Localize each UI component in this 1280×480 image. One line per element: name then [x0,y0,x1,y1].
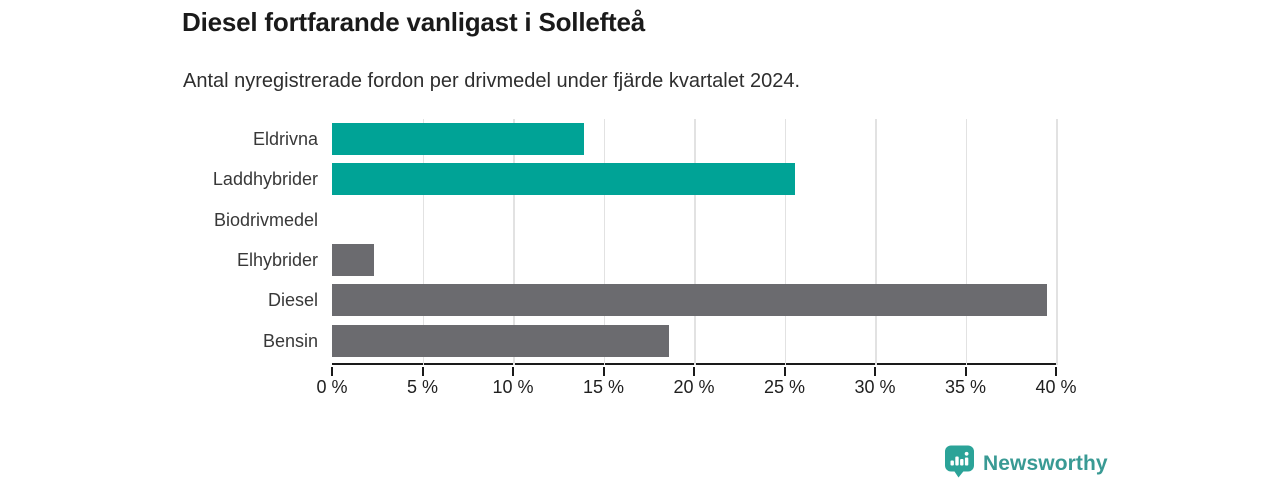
category-label-laddhybrider: Laddhybrider [212,169,318,190]
x-axis-tick-35 [964,367,967,376]
gridline-40 [1056,119,1058,365]
x-axis-tick-label-10: 10 % [492,377,534,397]
x-axis-tick-label-0: 0 % [316,377,348,397]
x-axis-tick-label-35: 35 % [944,377,987,397]
plot-area: 0 % 5 % 10 % 15 % 20 % 25 % 30 % 35 % 40 % [316,119,1077,397]
x-axis-tick-label-15: 15 % [582,377,625,397]
x-axis-tick-30 [874,367,876,376]
category-label-elhybrider: Elhybrider [236,249,318,270]
gridline-30 [875,119,877,365]
x-axis-tick-label-30: 30 % [854,377,896,397]
x-axis-tick-label-5: 5 % [406,377,439,397]
newsworthy-logo[interactable]: Newsworthy [944,445,1108,480]
x-axis-tick-25 [783,367,786,376]
gridline-25 [784,119,786,365]
category-label-biodrivmedel: Biodrivmedel [213,209,318,230]
bar-eldrivna [332,123,584,156]
x-axis-tick-5 [421,367,424,376]
newsworthy-logo-text: Newsworthy [983,452,1108,475]
x-axis-tick-10 [512,367,514,376]
x-axis-tick-15 [602,367,605,376]
chart-subtitle: Antal nyregistrerade fordon per drivmede… [183,70,801,92]
bar-diesel [332,284,1047,317]
category-label-diesel: Diesel [267,290,318,311]
gridline-35 [965,119,967,365]
gridline-10 [513,119,515,365]
x-axis-tick-label-25: 25 % [763,377,806,397]
gridline-5 [422,119,424,365]
bar-laddhybrider [332,163,796,196]
x-axis-tick-20 [693,367,695,376]
x-axis-tick-label-20: 20 % [673,377,715,397]
category-label-eldrivna: Eldrivna [252,129,318,149]
newsworthy-barchart-pin-icon [944,445,975,480]
gridline-20 [694,119,696,365]
category-label-bensin: Bensin [262,330,318,351]
x-axis-tick-0 [331,367,333,376]
chart-title: Diesel fortfarande vanligast i Sollefteå [182,7,646,37]
gridline-15 [603,119,605,365]
bar-elhybrider [332,244,374,277]
x-axis-tick-label-40: 40 % [1035,377,1077,397]
bar-bensin [332,324,669,357]
x-axis-tick-40 [1055,367,1057,376]
